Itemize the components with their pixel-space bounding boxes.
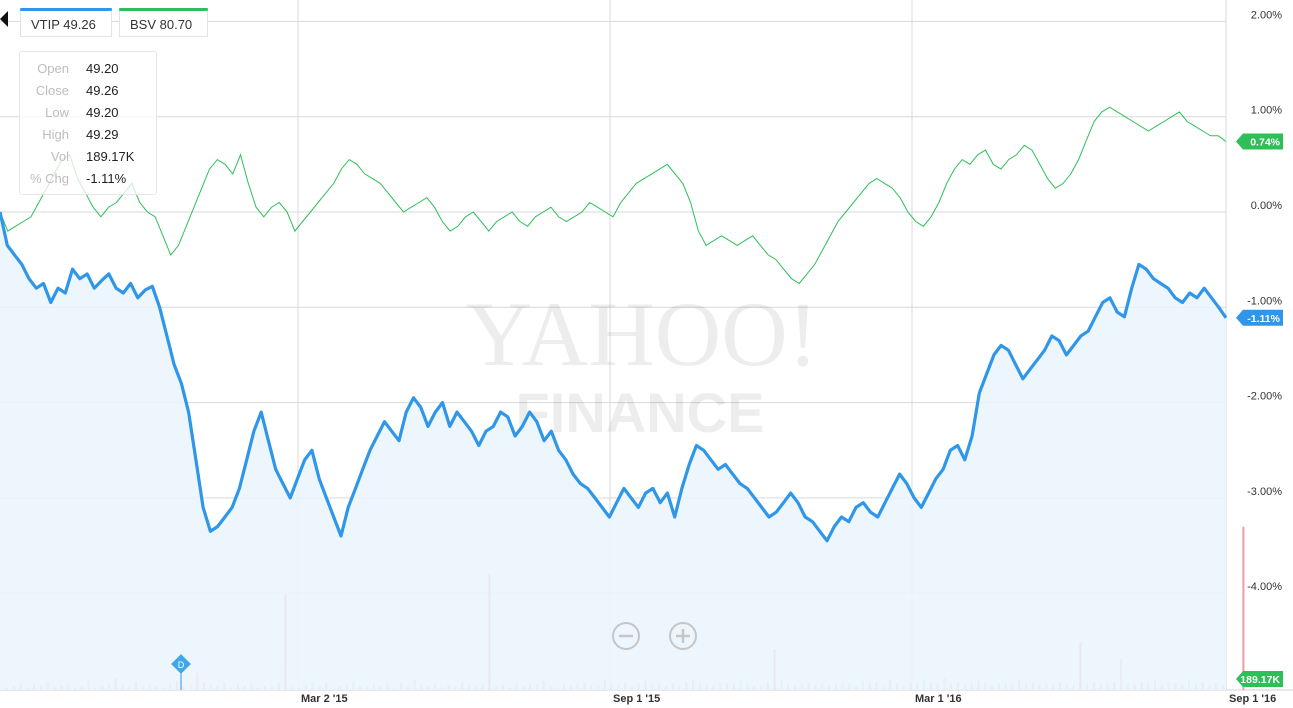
ohlc-label: Close bbox=[35, 83, 69, 98]
y-tick-label: 2.00% bbox=[1251, 9, 1282, 21]
symbol-color-bar bbox=[119, 8, 208, 11]
zoom-out-button[interactable] bbox=[612, 622, 640, 650]
vtip-area-fill bbox=[0, 212, 1226, 690]
ohlc-label: Vol bbox=[50, 149, 69, 164]
volume-bar bbox=[1242, 526, 1245, 690]
back-arrow-icon[interactable] bbox=[0, 11, 8, 27]
ohlc-label: High bbox=[42, 127, 69, 142]
x-tick-label: Sep 1 '15 bbox=[613, 693, 660, 705]
ohlc-value: 49.20 bbox=[86, 105, 119, 120]
y-tick-label: -1.00% bbox=[1247, 295, 1282, 307]
symbol-tab-bsv[interactable]: BSV 80.70 bbox=[119, 8, 208, 37]
symbol-color-bar bbox=[20, 8, 112, 11]
symbol-label: VTIP 49.26 bbox=[31, 17, 96, 32]
y-tick-label: 1.00% bbox=[1251, 105, 1282, 117]
x-tick-label: Mar 1 '16 bbox=[915, 693, 962, 705]
ohlc-row-low: Low 49.20 bbox=[20, 105, 156, 125]
vtip-last-value-badge-text: -1.11% bbox=[1247, 313, 1280, 325]
ohlc-row-close: Close 49.26 bbox=[20, 83, 156, 103]
vtip-last-value-badge: -1.11% bbox=[1236, 309, 1283, 326]
bsv-last-value-badge: 0.74% bbox=[1236, 133, 1283, 150]
volume-last-value-badge-text: 189.17K bbox=[1240, 674, 1280, 686]
y-tick-label: 0.00% bbox=[1251, 200, 1282, 212]
bsv-last-value-badge-text: 0.74% bbox=[1250, 136, 1280, 148]
dividend-event-label: D bbox=[178, 660, 185, 670]
y-tick-label: -3.00% bbox=[1247, 486, 1282, 498]
ohlc-row-open: Open 49.20 bbox=[20, 61, 156, 81]
ohlc-value: 49.26 bbox=[86, 83, 119, 98]
ohlc-label: Low bbox=[45, 105, 69, 120]
ohlc-value: -1.11% bbox=[86, 171, 127, 186]
watermark-yahoo: YAHOO! bbox=[466, 283, 819, 385]
x-tick-label: Sep 1 '16 bbox=[1229, 693, 1276, 705]
y-axis: 2.00% 1.00% 0.00% -1.00% -2.00% -3.00% -4.00% bbox=[1247, 9, 1282, 593]
ohlc-label: Open bbox=[37, 61, 69, 76]
watermark: YAHOO! FINANCE bbox=[466, 283, 819, 444]
ohlc-row-pct-change: % Chg -1.11% bbox=[20, 171, 156, 191]
symbol-tab-vtip[interactable]: VTIP 49.26 bbox=[20, 8, 112, 37]
bsv-line bbox=[0, 106, 1227, 285]
ohlc-tooltip: Open 49.20 Close 49.26 Low 49.20 High 49… bbox=[19, 51, 157, 195]
ohlc-row-vol: Vol 189.17K bbox=[20, 149, 156, 169]
volume-last-value-badge: 189.17K bbox=[1236, 671, 1283, 687]
y-tick-label: -4.00% bbox=[1247, 581, 1282, 593]
zoom-in-button[interactable] bbox=[669, 622, 697, 650]
symbol-label: BSV 80.70 bbox=[130, 17, 193, 32]
y-tick-label: -2.00% bbox=[1247, 391, 1282, 403]
ohlc-row-high: High 49.29 bbox=[20, 127, 156, 147]
ohlc-value: 189.17K bbox=[86, 149, 135, 164]
x-tick-label: Mar 2 '15 bbox=[301, 693, 348, 705]
watermark-finance: FINANCE bbox=[516, 381, 765, 444]
vtip-line bbox=[0, 211, 1228, 543]
ohlc-label: % Chg bbox=[29, 171, 69, 186]
ohlc-value: 49.20 bbox=[86, 61, 119, 76]
x-axis: Mar 2 '15 Sep 1 '15 Mar 1 '16 Sep 1 '16 bbox=[301, 693, 1276, 705]
ohlc-value: 49.29 bbox=[86, 127, 119, 142]
value-badges: 0.74% -1.11% 189.17K bbox=[1236, 133, 1283, 687]
